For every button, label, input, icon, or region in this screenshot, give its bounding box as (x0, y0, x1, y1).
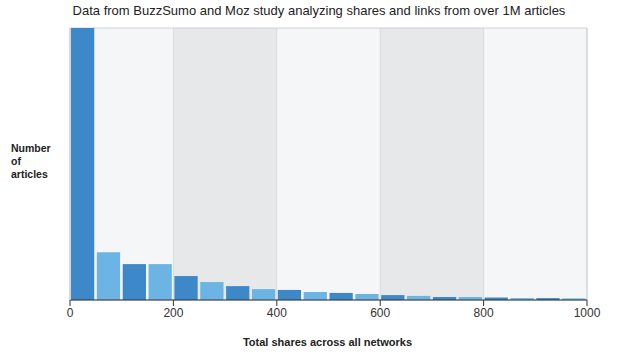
svg-text:0: 0 (67, 306, 74, 320)
html-text:Number of articles: Number of articles (11, 142, 51, 180)
html-text:Total shares across all networ: Total shares across all networks (242, 336, 413, 348)
svg-text:200: 200 (163, 306, 183, 320)
svg-text:800: 800 (474, 306, 494, 320)
svg-text:400: 400 (267, 306, 287, 320)
html-text:Data from BuzzSumo and Moz stu: Data from BuzzSumo and Moz study analyzi… (72, 3, 566, 18)
svg-text:1000: 1000 (574, 306, 601, 320)
svg-text:600: 600 (370, 306, 390, 320)
